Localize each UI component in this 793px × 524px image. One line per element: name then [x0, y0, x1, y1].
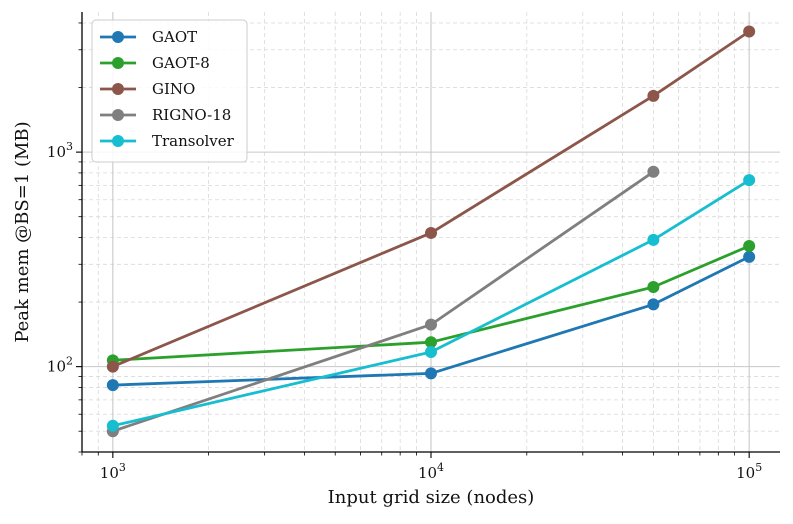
legend-item: GAOT — [100, 28, 197, 46]
data-point — [743, 240, 756, 253]
major-gridlines — [82, 12, 780, 452]
data-point — [106, 360, 119, 373]
legend-marker — [112, 57, 124, 69]
y-axis-label: Peak mem @BS=1 (MB) — [12, 121, 33, 342]
legend-item: Transolver — [100, 132, 235, 150]
legend-item: GAOT-8 — [100, 54, 210, 72]
legend: GAOT GAOT-8 GINO RIGNO-18 Transolver — [91, 19, 248, 163]
legend-label: GINO — [152, 80, 195, 98]
legend-item: RIGNO-18 — [100, 106, 231, 124]
legend-label: GAOT-8 — [152, 54, 210, 72]
data-point — [425, 367, 437, 380]
data-point — [425, 318, 437, 331]
axes — [76, 12, 780, 458]
data-point — [743, 25, 756, 38]
data-point — [743, 250, 756, 263]
legend-item: GINO — [100, 80, 195, 98]
x-tick-label: 104 — [418, 461, 444, 482]
data-point — [425, 346, 437, 359]
legend-marker — [112, 83, 124, 95]
data-point — [106, 419, 119, 432]
series-gino — [106, 25, 756, 373]
x-tick-label: 105 — [736, 461, 762, 482]
series-rigno-18 — [106, 165, 660, 438]
series-line — [111, 178, 751, 428]
x-axis-label: Input grid size (nodes) — [328, 487, 535, 508]
data-point — [647, 281, 660, 294]
legend-box — [91, 19, 248, 163]
data-point — [425, 226, 437, 239]
series-line — [111, 244, 751, 362]
x-tick-label: 103 — [100, 461, 126, 482]
tick-labels: 103 104 105 102 103 — [47, 140, 762, 482]
data-point — [647, 233, 660, 246]
data-point — [743, 174, 756, 187]
y-tick-label: 103 — [47, 140, 73, 161]
series-layer — [106, 25, 756, 438]
y-tick-label: 102 — [47, 355, 73, 376]
data-point — [647, 298, 660, 311]
legend-marker — [112, 31, 124, 43]
series-line — [111, 30, 751, 369]
legend-label: GAOT — [152, 28, 197, 46]
series-line — [111, 170, 655, 433]
data-point — [647, 165, 660, 178]
data-point — [425, 336, 437, 349]
series-transolver — [106, 174, 756, 432]
data-point — [647, 89, 660, 102]
legend-marker — [112, 109, 124, 121]
series-gaot-8 — [106, 240, 756, 367]
legend-label: RIGNO-18 — [152, 106, 231, 124]
legend-marker — [112, 135, 124, 147]
data-point — [106, 379, 119, 392]
legend-label: Transolver — [152, 132, 235, 150]
